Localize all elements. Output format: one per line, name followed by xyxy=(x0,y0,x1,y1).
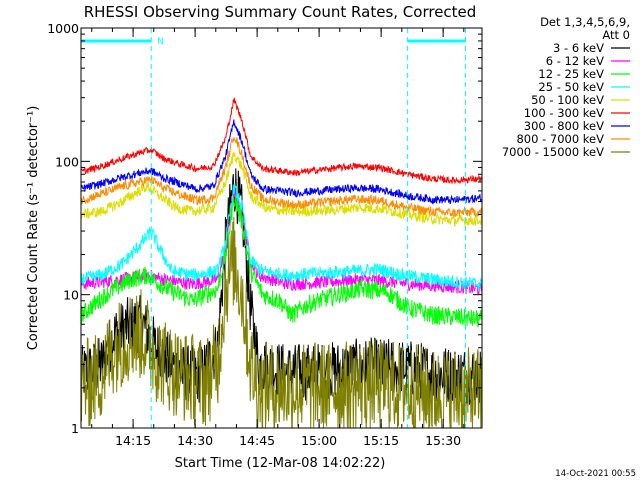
chart-title: RHESSI Observing Summary Count Rates, Co… xyxy=(84,3,477,21)
axes: 1 10 100 1000 14:15 14:30 14:45 15:00 15:15 15:30 xyxy=(47,21,483,448)
legend-label-4: 25 - 50 keV xyxy=(538,80,604,94)
y-tick-label: 1000 xyxy=(47,21,79,36)
legend-label-5: 50 - 100 keV xyxy=(531,93,604,107)
series-line-7 xyxy=(80,119,482,205)
legend-header-line-2: Att 0 xyxy=(602,28,630,42)
series-line-8 xyxy=(80,137,483,218)
x-tick-label: 14:45 xyxy=(239,433,275,448)
legend-label-7: 300 - 800 keV xyxy=(524,119,604,133)
y-tick-label: 100 xyxy=(55,154,79,169)
series-line-5 xyxy=(80,151,483,228)
series-line-3 xyxy=(80,195,483,328)
legend-label-3: 12 - 25 keV xyxy=(538,67,604,81)
y-tick-label: 10 xyxy=(63,288,79,303)
x-tick-label: 14:30 xyxy=(177,433,213,448)
x-tick-label: 15:30 xyxy=(425,433,461,448)
legend-label-8: 800 - 7000 keV xyxy=(516,132,604,146)
series-layer xyxy=(80,97,483,429)
legend-label-6: 100 - 300 keV xyxy=(524,106,604,120)
x-tick-label: 15:15 xyxy=(363,433,399,448)
marker-label: N xyxy=(157,37,164,47)
x-tick-label: 14:15 xyxy=(115,433,151,448)
timestamp-footer: 14-Oct-2021 00:55 xyxy=(555,469,636,479)
legend-header-line-1: Det 1,3,4,5,6,9, xyxy=(540,15,630,29)
night-markers: N xyxy=(81,28,466,428)
legend-label-2: 6 - 12 keV xyxy=(546,54,604,68)
x-axis-label: Start Time (12-Mar-08 14:02:22) xyxy=(175,456,386,471)
series-line-6 xyxy=(80,97,483,185)
y-axis-label: Corrected Count Rate (s⁻¹ detector⁻¹) xyxy=(26,106,41,351)
series-line-9 xyxy=(80,216,483,429)
x-tick-label: 15:00 xyxy=(301,433,337,448)
legend-label-9: 7000 - 15000 keV xyxy=(502,145,604,159)
series-line-4 xyxy=(80,183,483,291)
y-tick-label: 1 xyxy=(71,421,79,436)
legend-label-1: 3 - 6 keV xyxy=(553,41,604,55)
series-line-1 xyxy=(80,168,483,406)
axes-frame xyxy=(80,27,483,429)
